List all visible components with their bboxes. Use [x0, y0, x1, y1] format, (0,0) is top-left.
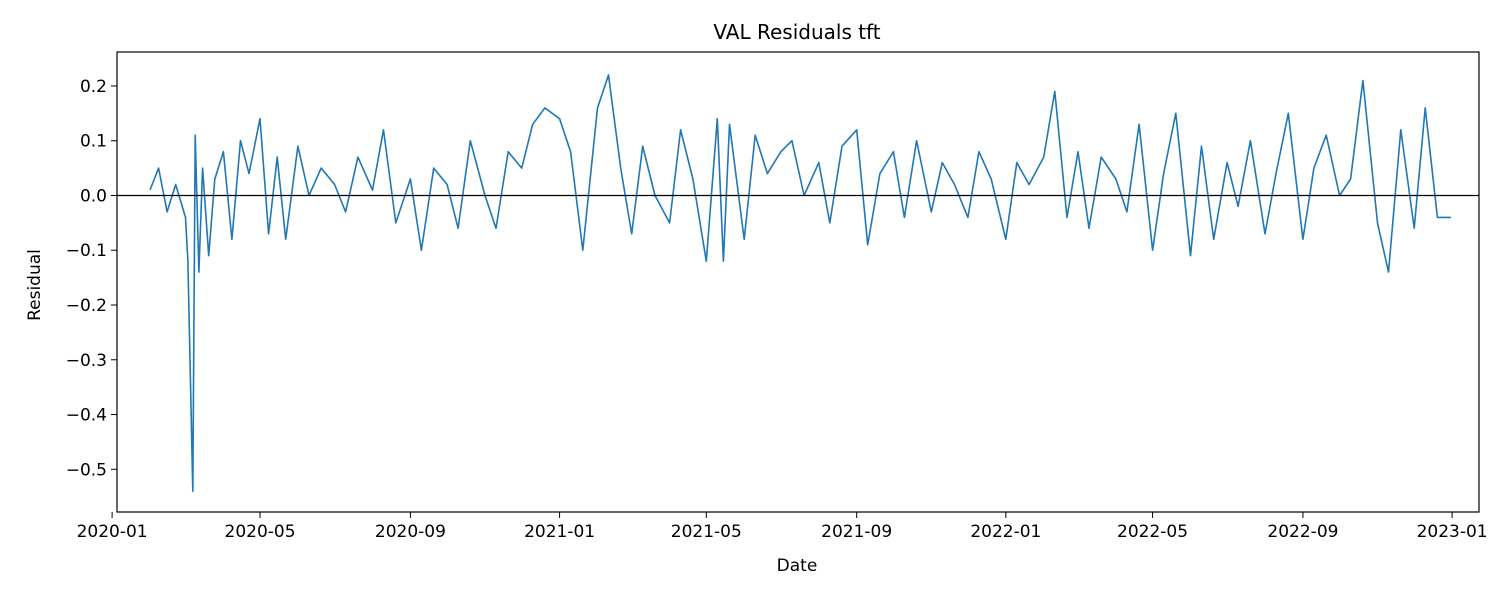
- x-tick-label: 2020-09: [375, 522, 446, 542]
- x-tick-label: 2022-09: [1267, 522, 1338, 542]
- x-tick-label: 2021-01: [524, 522, 595, 542]
- y-tick-label: −0.4: [66, 406, 107, 426]
- y-tick-label: −0.1: [66, 241, 107, 261]
- y-tick-label: 0.1: [80, 132, 107, 152]
- y-tick-label: −0.2: [66, 296, 107, 316]
- chart-title: VAL Residuals tft: [713, 20, 880, 44]
- x-tick-label: 2022-05: [1117, 522, 1188, 542]
- y-tick-label: 0.0: [80, 186, 107, 206]
- x-tick-label: 2021-09: [821, 522, 892, 542]
- x-tick-label: 2020-01: [77, 522, 148, 542]
- x-axis-ticks: 2020-01 2020-05 2020-09 2021-01 2021-05 2021-…: [77, 512, 1488, 542]
- y-tick-label: 0.2: [80, 77, 107, 97]
- x-tick-label: 2021-05: [671, 522, 742, 542]
- x-tick-label: 2023-01: [1417, 522, 1488, 542]
- plot-area: [117, 74, 1479, 493]
- residual-series-line: [149, 74, 1451, 493]
- y-axis-ticks: 0.2 0.1 0.0 −0.1 −0.2 −0.3 −0.4 −0.5: [66, 77, 117, 480]
- x-tick-label: 2020-05: [225, 522, 296, 542]
- plot-frame: [116, 51, 1480, 513]
- x-axis-label: Date: [777, 556, 818, 576]
- y-tick-label: −0.3: [66, 351, 107, 371]
- y-tick-label: −0.5: [66, 460, 107, 480]
- y-axis-label: Residual: [25, 249, 45, 321]
- x-tick-label: 2022-01: [970, 522, 1041, 542]
